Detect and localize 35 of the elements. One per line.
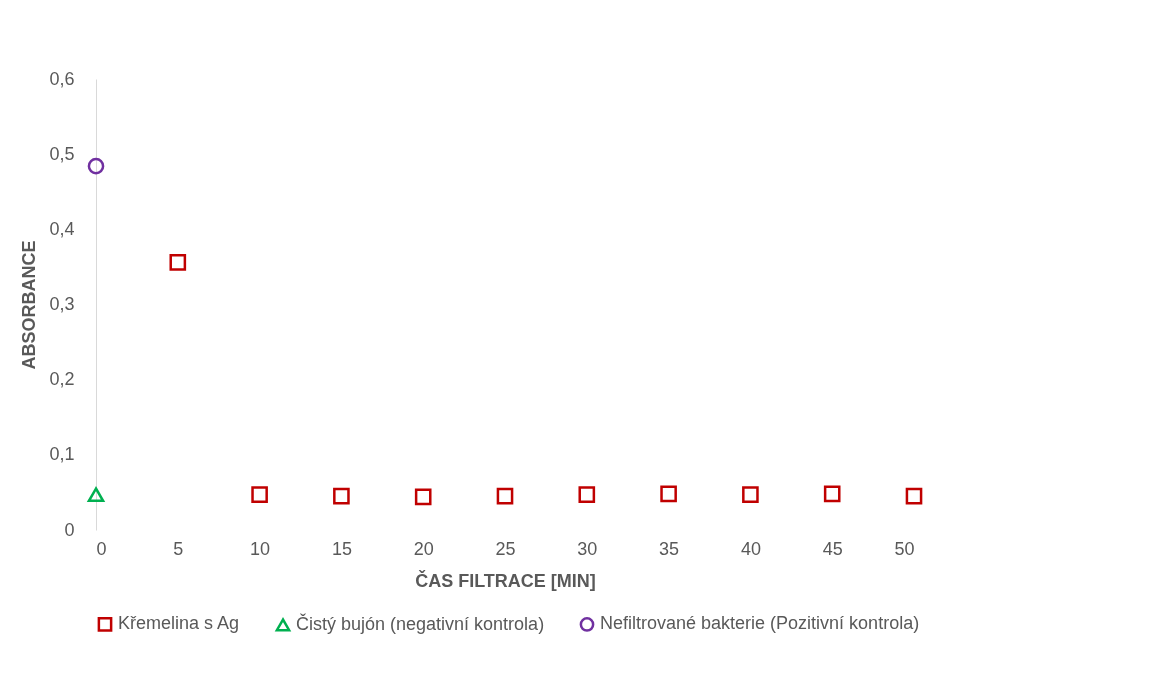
point [87, 157, 105, 175]
x-axis-title: ČAS FILTRACE [MIN] [415, 569, 596, 591]
y-tick-label: 0,1 [49, 444, 75, 465]
point [251, 486, 268, 503]
x-tick-label: 35 [659, 538, 680, 559]
legend-label: Křemelina s Ag [118, 613, 240, 634]
y-tick-label: 0,6 [49, 68, 75, 89]
legend-label: Nefiltrované bakterie (Pozitivní kontrola) [600, 613, 920, 634]
x-tick-label: 25 [495, 538, 516, 559]
point [742, 486, 759, 503]
x-tick-label: 30 [577, 538, 598, 559]
point [333, 487, 350, 505]
y-tick-label: 0 [64, 519, 75, 540]
x-tick-label: 45 [822, 538, 843, 559]
point [496, 487, 514, 505]
x-tick-label: 0 [96, 538, 107, 559]
point [169, 254, 187, 271]
x-tick-label: 50 [894, 538, 915, 559]
legend-label: Čistý bujón (negativní kontrola) [296, 612, 545, 634]
point [87, 487, 105, 503]
point [578, 486, 596, 503]
x-tick-label: 15 [331, 538, 352, 559]
point [823, 485, 841, 503]
x-tick-label: 5 [173, 538, 184, 559]
y-tick-label: 0,4 [49, 218, 75, 239]
point [905, 487, 923, 505]
y-tick-label: 0,2 [49, 369, 75, 390]
x-tick-label: 20 [413, 538, 434, 559]
x-tick-label: 10 [250, 538, 271, 559]
y-tick-label: 0,5 [49, 143, 75, 164]
point [414, 488, 432, 506]
point [660, 485, 677, 503]
y-tick-label: 0,3 [49, 294, 75, 314]
y-axis-title: ABSORBANCE [19, 240, 40, 370]
x-tick-label: 40 [740, 538, 761, 559]
